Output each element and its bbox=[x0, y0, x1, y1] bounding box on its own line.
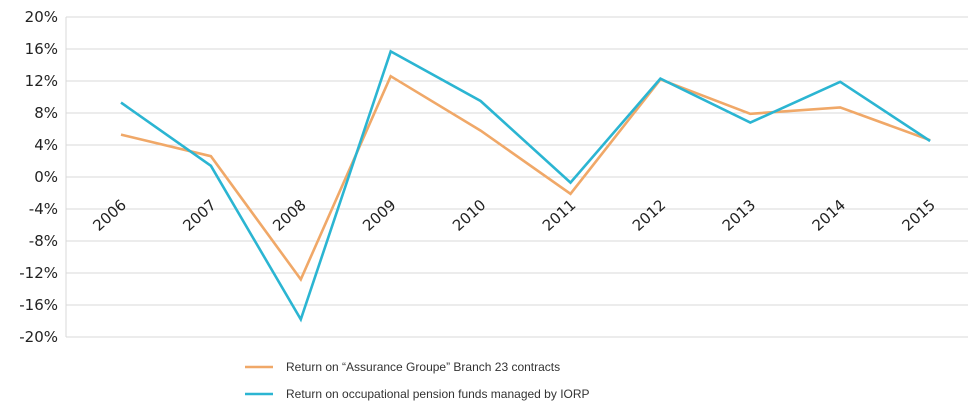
y-tick-label: -8% bbox=[29, 232, 58, 250]
y-tick-label: -12% bbox=[19, 264, 58, 282]
series-line-1 bbox=[120, 74, 931, 282]
y-tick-label: 12% bbox=[25, 72, 58, 90]
y-tick-label: 4% bbox=[34, 136, 58, 154]
y-tick-label: 16% bbox=[25, 40, 58, 58]
legend-label-2: Return on occupational pension funds man… bbox=[286, 387, 590, 401]
x-tick-label: 2008 bbox=[269, 196, 309, 235]
legend-label-1: Return on “Assurance Groupe” Branch 23 c… bbox=[286, 360, 560, 374]
series-line-2 bbox=[120, 49, 931, 323]
x-tick-label: 2006 bbox=[89, 196, 129, 235]
x-tick-label: 2014 bbox=[809, 196, 849, 235]
y-tick-label: -4% bbox=[29, 200, 58, 218]
series-lines bbox=[120, 49, 931, 323]
y-tick-label: -20% bbox=[19, 328, 58, 346]
x-axis: 2006 2007 2008 2009 2010 2011 2012 2013 2014 2015 bbox=[89, 196, 939, 235]
y-tick-label: 8% bbox=[34, 104, 58, 122]
x-tick-label: 2011 bbox=[539, 196, 579, 235]
y-axis: 20% 16% 12% 8% 4% 0% -4% -8% -12% -16% -20% bbox=[19, 8, 58, 346]
x-tick-label: 2013 bbox=[719, 196, 759, 235]
y-tick-label: 0% bbox=[34, 168, 58, 186]
y-tick-label: -16% bbox=[19, 296, 58, 314]
y-tick-label: 20% bbox=[25, 8, 58, 26]
x-tick-label: 2012 bbox=[629, 196, 669, 235]
x-tick-label: 2009 bbox=[359, 196, 399, 235]
legend: Return on “Assurance Groupe” Branch 23 c… bbox=[245, 360, 590, 401]
x-tick-label: 2007 bbox=[179, 196, 219, 235]
x-tick-label: 2010 bbox=[449, 196, 489, 235]
x-tick-label: 2015 bbox=[899, 196, 939, 235]
gridlines bbox=[65, 16, 968, 338]
